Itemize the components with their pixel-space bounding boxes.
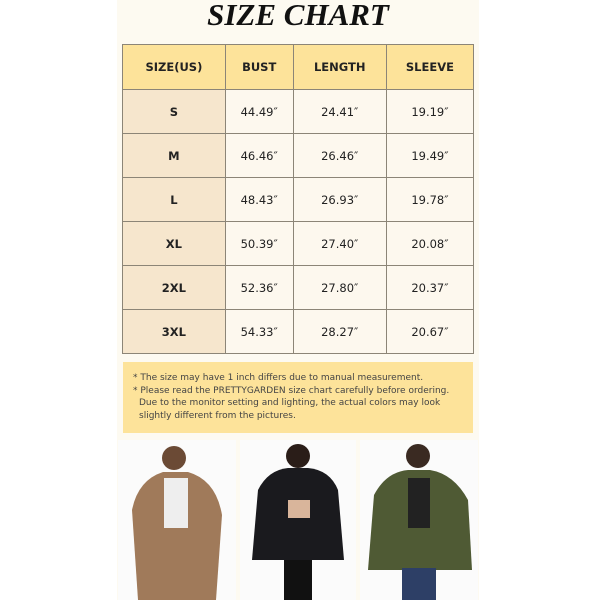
- table-row: 3XL 54.33″ 28.27″ 20.67″: [122, 309, 475, 354]
- cell-length: 28.27″: [292, 309, 387, 354]
- table-header-row: SIZE(US) BUST LENGTH SLEEVE: [122, 44, 475, 90]
- cell-length: 27.80″: [292, 265, 387, 310]
- cell-size: 2XL: [122, 265, 226, 310]
- cell-bust: 46.46″: [224, 133, 294, 178]
- header-sleeve: SLEEVE: [385, 44, 475, 90]
- table-row: XL 50.39″ 27.40″ 20.08″: [122, 221, 475, 266]
- cell-length: 24.41″: [292, 89, 387, 134]
- header-size: SIZE(US): [122, 44, 226, 90]
- product-photo-camel: [118, 440, 236, 600]
- table-row: 2XL 52.36″ 27.80″ 20.37″: [122, 265, 475, 310]
- notes-box: * The size may have 1 inch differs due t…: [123, 362, 473, 433]
- header-bust: BUST: [224, 44, 294, 90]
- cell-length: 26.46″: [292, 133, 387, 178]
- cell-length: 27.40″: [292, 221, 387, 266]
- cell-size: S: [122, 89, 226, 134]
- cell-sleeve: 20.67″: [385, 309, 475, 354]
- table-row: S 44.49″ 24.41″ 19.19″: [122, 89, 475, 134]
- note-line: slightly different from the pictures.: [139, 410, 296, 421]
- note-line: * Please read the PRETTYGARDEN size char…: [133, 385, 450, 396]
- cell-bust: 48.43″: [224, 177, 294, 222]
- cell-bust: 52.36″: [224, 265, 294, 310]
- cell-bust: 54.33″: [224, 309, 294, 354]
- table-row: L 48.43″ 26.93″ 19.78″: [122, 177, 475, 222]
- product-photo-black: [240, 440, 356, 600]
- page-title: SIZE CHART: [207, 0, 389, 32]
- product-photo-olive: [360, 440, 478, 600]
- header-length: LENGTH: [292, 44, 387, 90]
- cell-bust: 50.39″: [224, 221, 294, 266]
- cell-size: L: [122, 177, 226, 222]
- cell-length: 26.93″: [292, 177, 387, 222]
- cell-sleeve: 19.19″: [385, 89, 475, 134]
- cell-size: XL: [122, 221, 226, 266]
- cell-sleeve: 19.49″: [385, 133, 475, 178]
- cell-sleeve: 20.37″: [385, 265, 475, 310]
- note-line: * The size may have 1 inch differs due t…: [133, 373, 424, 383]
- note-line: Due to the monitor setting and lighting,…: [139, 398, 441, 408]
- cell-sleeve: 19.78″: [385, 177, 475, 222]
- size-table: SIZE(US) BUST LENGTH SLEEVE S 44.49″ 24.41…: [122, 44, 475, 354]
- cell-size: M: [122, 133, 226, 178]
- cell-bust: 44.49″: [224, 89, 294, 134]
- table-row: M 46.46″ 26.46″ 19.49″: [122, 133, 475, 178]
- cell-sleeve: 20.08″: [385, 221, 475, 266]
- cell-size: 3XL: [122, 309, 226, 354]
